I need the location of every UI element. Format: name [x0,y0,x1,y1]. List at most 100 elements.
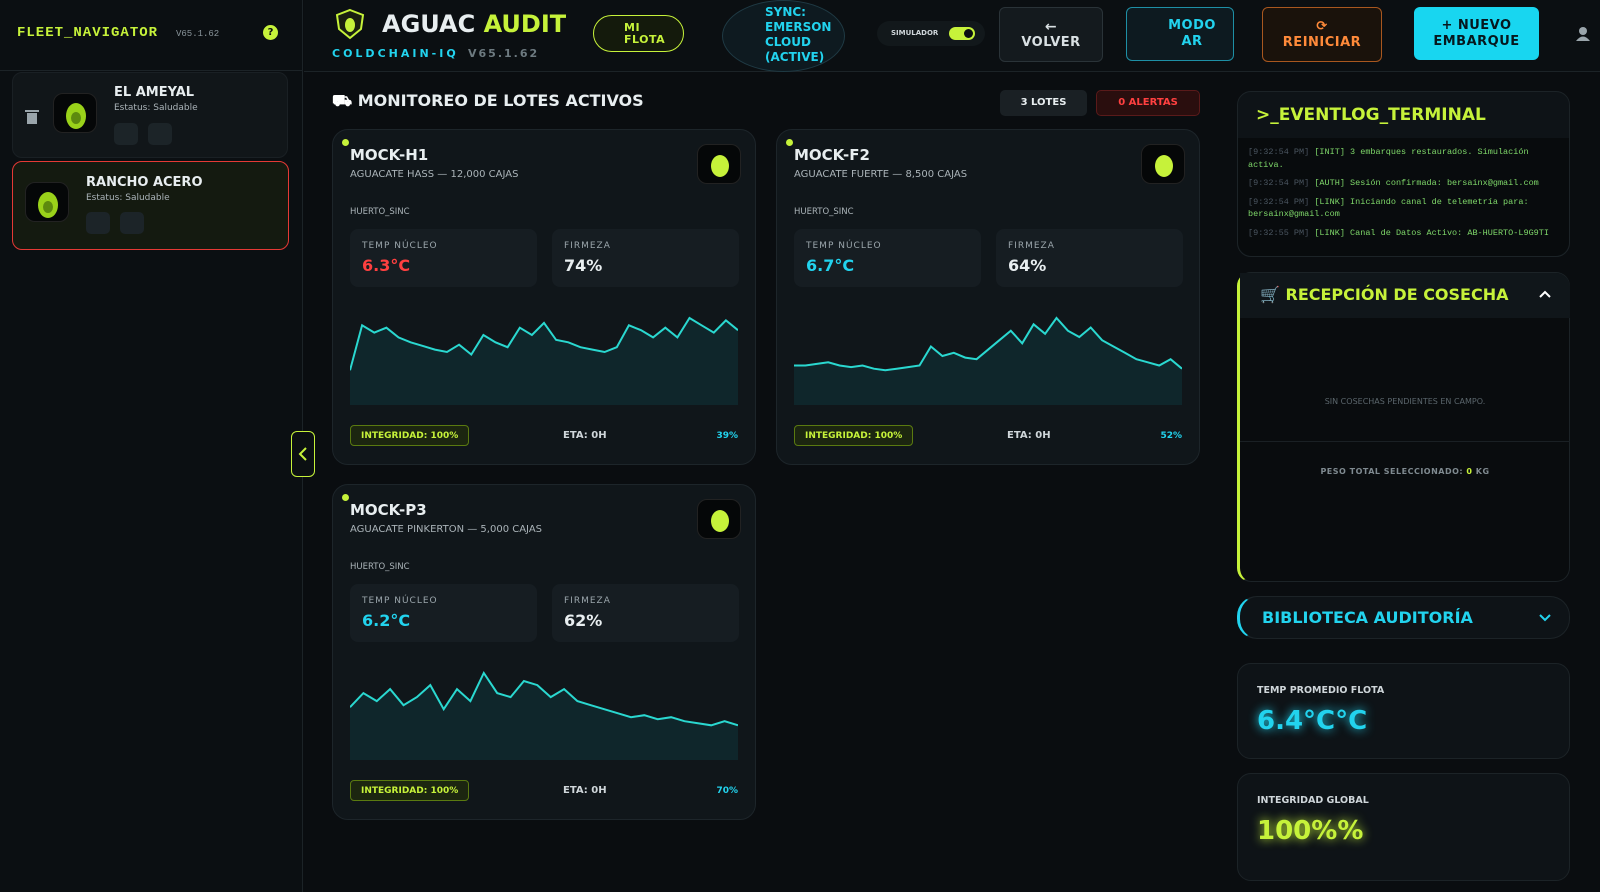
temp-tile: TEMP NÚCLEO 6.7°C [794,229,981,287]
sparkline [350,670,738,760]
lot-description: AGUACATE PINKERTON — 5,000 CAJAS [350,524,543,535]
lot-description: AGUACATE FUERTE — 8,500 CAJAS [794,169,968,180]
back-icon: ← [1044,18,1058,35]
map-button[interactable] [114,123,138,145]
sparkline-line [350,316,738,371]
log-time: [9:32:54 PM] [1248,196,1310,207]
log-list: [9:32:54 PM] [INIT] 3 embarques restaura… [1248,146,1558,239]
sparkline-line [350,670,738,727]
cold-button[interactable] [148,123,172,145]
library-panel[interactable]: BIBLIOTECA AUDITORÍA [1237,596,1570,639]
main-title-text: MONITOREO DE LOTES ACTIVOS [357,91,644,110]
collapse-button[interactable] [291,431,315,477]
reception-title-text: RECEPCIÓN DE COSECHA [1285,285,1509,304]
logo [335,8,365,40]
log-time: [9:32:54 PM] [1248,178,1310,188]
eta: ETA: 0H [563,785,607,796]
brand: AGUAC AUDIT [382,10,566,38]
stat-label: TEMP PROMEDIO FLOTA [1257,685,1385,696]
lot-description: AGUACATE HASS — 12,000 CAJAS [350,169,519,180]
weight-value: 0 [1466,467,1473,476]
ranch-card[interactable]: EL AMEYAL Estatus: Saludable [12,72,288,158]
sparkline-area [794,318,1182,405]
lot-location: HUERTO_SINC [794,207,854,217]
help-button[interactable]: ? [263,25,278,40]
ar-button[interactable]: MODO AR [1126,7,1234,61]
lot-card[interactable]: MOCK-F2 AGUACATE FUERTE — 8,500 CAJAS HUER… [776,129,1200,465]
brand-left: AGUAC [382,10,476,38]
lot-avatar [1141,144,1185,184]
lot-id: MOCK-F2 [794,146,870,164]
progress: 39% [716,431,738,441]
stat-card: TEMP PROMEDIO FLOTA 6.4°C°C [1237,663,1570,759]
reset-button[interactable]: ⟳ REINICIAR [1262,7,1382,62]
stat-card: INTEGRIDAD GLOBAL 100%% [1237,773,1570,881]
eta: ETA: 0H [1007,430,1051,441]
new-label: + NUEVO EMBARQUE [1433,17,1520,49]
firmness-value: 74% [564,256,603,275]
log-time: [9:32:54 PM] [1248,147,1310,157]
log-entry: [9:32:55 PM] [LINK] Canal de Datos Activ… [1248,227,1558,240]
library-title: BIBLIOTECA AUDITORÍA [1262,608,1473,627]
ranch-name: RANCHO ACERO [86,175,203,190]
firmness-label: FIRMEZA [1008,241,1055,251]
stat-value: 6.4°C°C [1257,706,1368,736]
avocado-shape [711,510,729,532]
back-button[interactable]: ← VOLVER [999,7,1103,62]
terminal-title: >_EVENTLOG_TERMINAL [1256,105,1486,125]
progress: 52% [1160,431,1182,441]
lots-badge: 3 LOTES [1000,90,1087,116]
cold-button[interactable] [120,212,144,234]
eta: ETA: 0H [563,430,607,441]
firmness-label: FIRMEZA [564,596,611,606]
avocado-icon [1155,155,1173,177]
collapse-icon [1539,290,1551,298]
brand-right: AUDIT [483,10,567,38]
stat-value: 100%% [1257,816,1364,846]
toggle-track [949,27,975,40]
fleet-label: MI FLOTA [624,20,666,46]
lot-card[interactable]: MOCK-P3 AGUACATE PINKERTON — 5,000 CAJAS H… [332,484,756,820]
user-icon[interactable] [1576,26,1592,42]
temp-tile: TEMP NÚCLEO 6.2°C [350,584,537,642]
sparkline-area [350,673,738,760]
weight-label: PESO TOTAL SELECCIONADO: [1320,467,1464,476]
status-dot [342,494,349,501]
map-button[interactable] [86,212,110,234]
status-dot [342,139,349,146]
lot-card[interactable]: MOCK-H1 AGUACATE HASS — 12,000 CAJAS HUERT… [332,129,756,465]
avocado-shape [1155,155,1173,177]
reception-empty: SIN COSECHAS PENDIENTES EN CAMPO. [1324,397,1486,406]
status-dot [786,139,793,146]
simulator-toggle[interactable]: SIMULADOR [877,21,985,46]
delete-icon[interactable] [25,109,39,125]
log-text: [LINK] Canal de Datos Activo: AB-HUERTO-… [1314,227,1549,238]
weight-row: PESO TOTAL SELECCIONADO: 0 KG [1240,467,1570,476]
weight-unit: KG [1475,467,1490,476]
temp-value: 6.3°C [362,256,411,275]
sidebar-title: FLEET_NAVIGATOR [17,25,159,41]
avocado-shape [711,155,729,177]
log-entry: [9:32:54 PM] [LINK] Iniciando canal de t… [1248,196,1558,221]
main: ⛟ MONITOREO DE LOTES ACTIVOS 3 LOTES 0 A… [304,73,1210,892]
firmness-tile: FIRMEZA 62% [552,584,739,642]
firmness-value: 62% [564,611,603,630]
temp-value: 6.2°C [362,611,411,630]
integrity-badge: INTEGRIDAD: 100% [794,425,914,446]
log-entry: [9:32:54 PM] [INIT] 3 embarques restaura… [1248,146,1558,171]
log-time: [9:32:55 PM] [1248,227,1310,238]
avocado-icon [711,510,729,532]
simulator-label: SIMULADOR [891,29,939,37]
temp-tile: TEMP NÚCLEO 6.3°C [350,229,537,287]
sparkline-area [350,318,738,405]
lot-location: HUERTO_SINC [350,207,410,217]
new-shipment-button[interactable]: + NUEVO EMBARQUE [1414,7,1539,60]
reset-label: REINICIAR [1282,34,1362,50]
reception-header[interactable]: 🛒 RECEPCIÓN DE COSECHA [1240,273,1570,318]
subtitle: COLDCHAIN-IQ [332,47,459,60]
ranch-card-selected[interactable]: RANCHO ACERO Estatus: Saludable [12,161,289,250]
integrity-badge: INTEGRIDAD: 100% [350,425,470,446]
log-text: [INIT] 3 embarques restaurados. Simulaci… [1248,147,1529,170]
fleet-button[interactable]: MI FLOTA [593,15,684,52]
